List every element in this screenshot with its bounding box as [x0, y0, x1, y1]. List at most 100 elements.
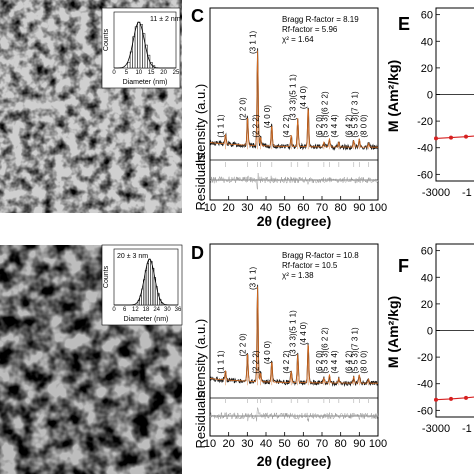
mh-panel-F: F 60 40 20 0 -20 -40 -60 -3000 -1 M (Am²/kg) — [385, 243, 474, 435]
y-tick-label: -20 — [417, 352, 433, 364]
peak-index-label: (3 3 3)(5 1 1) — [289, 310, 298, 357]
peak-index-label: (2 2 0) — [239, 333, 248, 356]
peak-index-label: (6 4 2) — [345, 350, 354, 373]
histogram-x-tick-label: 30 — [164, 307, 171, 313]
peak-index-label: (1 1 1) — [216, 114, 225, 137]
x-axis-label: 2θ (degree) — [257, 453, 331, 469]
peak-index-label: (3 1 1) — [249, 267, 258, 290]
histogram-bar — [146, 263, 149, 306]
histogram-x-tick-label: 0 — [112, 70, 116, 76]
fit-info-line: χ² = 1.64 — [282, 35, 314, 44]
histogram-ylabel: Counts — [103, 265, 110, 288]
y-axis-label: M (Am²/kg) — [385, 296, 401, 368]
histogram-x-tick-label: 6 — [123, 307, 127, 313]
peak-index-label: (8 0 0) — [360, 350, 369, 373]
peak-index-label: (2 2 0) — [239, 97, 248, 120]
y-tick-label: -40 — [417, 143, 433, 155]
x-tick-label: -1 — [462, 423, 472, 435]
residual-line — [209, 407, 379, 422]
histogram-bar — [144, 270, 148, 306]
x-tick-label: 10 — [204, 202, 216, 214]
y-axis-label: M (Am²/kg) — [385, 60, 401, 132]
peak-index-label: (6 2 0) — [315, 114, 324, 137]
peak-index-label: (4 4 4) — [330, 350, 339, 373]
histogram-bar — [127, 62, 131, 69]
y-tick-label: -40 — [417, 379, 433, 391]
y-tick-label: 40 — [421, 272, 433, 284]
y-tick-label: 0 — [427, 326, 433, 338]
y-tick-label: 0 — [427, 90, 433, 102]
x-tick-label: 70 — [316, 202, 328, 214]
x-tick-label: 20 — [223, 202, 235, 214]
y-tick-label: 60 — [421, 10, 433, 22]
peak-index-label: (3 3 3)(5 1 1) — [289, 74, 298, 121]
peak-index-label: (6 4 2) — [345, 114, 354, 137]
magnetization-point — [449, 135, 453, 140]
x-tick-label: 60 — [297, 438, 309, 450]
histogram-x-tick-label: 0 — [112, 307, 116, 313]
xrd-panel-D: D (1 1 1) (2 2 0) (3 1 1) (2 2 2) (4 0 0) (4 … — [191, 243, 387, 469]
x-tick-label: -1 — [462, 187, 472, 199]
size-histogram-bottom: 0 6 12 18 24 30 36 20 ± 3 nm Diameter (nm) Cou… — [101, 244, 183, 326]
observed-pattern-line — [209, 48, 379, 151]
magnetization-curve — [435, 396, 474, 401]
peak-index-label: (4 2 2) — [282, 350, 291, 373]
histogram-bar — [134, 26, 138, 69]
x-tick-label: 50 — [279, 438, 291, 450]
magnetization-point — [464, 134, 468, 139]
x-tick-label: 40 — [260, 438, 272, 450]
peak-index-label: (5 5 3)(7 3 1) — [350, 327, 359, 374]
x-tick-label: -3000 — [422, 423, 450, 435]
peak-index-label: (4 2 2) — [282, 114, 291, 137]
magnetization-point — [434, 136, 438, 141]
x-tick-label: 100 — [369, 438, 387, 450]
histogram-bar — [148, 258, 151, 306]
histogram-x-tick-label: 5 — [125, 70, 129, 76]
peak-index-label: (5 5 3)(7 3 1) — [350, 91, 359, 138]
fitted-pattern-line — [210, 286, 378, 384]
fit-info-line: Rf-factor = 10.5 — [282, 261, 338, 270]
magnetization-point — [449, 396, 453, 401]
xrd-panel-C: C (1 1 1) (2 2 0) (3 1 1) (2 2 2) (4 0 0) (4 … — [191, 6, 387, 229]
histogram-x-tick-label: 36 — [175, 307, 182, 313]
x-axis-label: 2θ (degree) — [257, 213, 331, 229]
magnetization-point — [464, 395, 468, 400]
peak-index-label: (5 3 3)(6 2 2) — [320, 91, 329, 138]
fit-info-line: Rf-factor = 5.96 — [282, 25, 338, 34]
histogram-x-tick-label: 15 — [148, 70, 155, 76]
size-histogram-top: 0 5 10 15 20 25 11 ± 2 nm Diameter (nm) Count… — [101, 7, 181, 89]
histogram-xlabel: Diameter (nm) — [123, 79, 168, 86]
x-tick-label: 70 — [316, 438, 328, 450]
peak-index-label: (2 2 2) — [252, 114, 261, 137]
magnetization-curve — [435, 135, 474, 139]
histogram-x-tick-label: 25 — [173, 70, 180, 76]
histogram-bar — [149, 62, 153, 69]
peak-index-label: (4 0 0) — [263, 341, 272, 364]
panel-letter-D: D — [191, 243, 204, 263]
panel-letter-F: F — [398, 256, 409, 276]
peak-index-label: (4 4 0) — [299, 322, 308, 345]
peak-index-label: (1 1 1) — [216, 350, 225, 373]
x-tick-label: 100 — [369, 202, 387, 214]
histogram-x-tick-label: 18 — [143, 307, 150, 313]
x-tick-label: 90 — [353, 202, 365, 214]
residual-line — [209, 172, 379, 191]
magnetization-point — [434, 397, 438, 402]
tem-image-bottom: 0 6 12 18 24 30 36 20 ± 3 nm Diameter (nm) Cou… — [0, 244, 183, 474]
x-tick-label: 80 — [335, 438, 347, 450]
x-tick-label: 10 — [204, 438, 216, 450]
fit-info-line: Bragg R-factor = 8.19 — [282, 15, 359, 24]
fit-info-line: χ² = 1.38 — [282, 271, 314, 280]
y-tick-label: -60 — [417, 405, 433, 417]
histogram-x-tick-label: 20 — [160, 70, 167, 76]
histogram-xlabel: Diameter (nm) — [124, 316, 169, 323]
y-tick-label: 20 — [421, 63, 433, 75]
y-tick-label: -20 — [417, 116, 433, 128]
histogram-mean-label: 11 ± 2 nm — [150, 16, 181, 23]
x-tick-label: 30 — [241, 202, 253, 214]
x-tick-label: 20 — [223, 438, 235, 450]
peak-index-label: (4 0 0) — [263, 105, 272, 128]
y-axis-label: Intensity (a.u.) — [193, 319, 208, 401]
tem-image-top: 0 5 10 15 20 25 11 ± 2 nm Diameter (nm) Count… — [0, 0, 182, 213]
